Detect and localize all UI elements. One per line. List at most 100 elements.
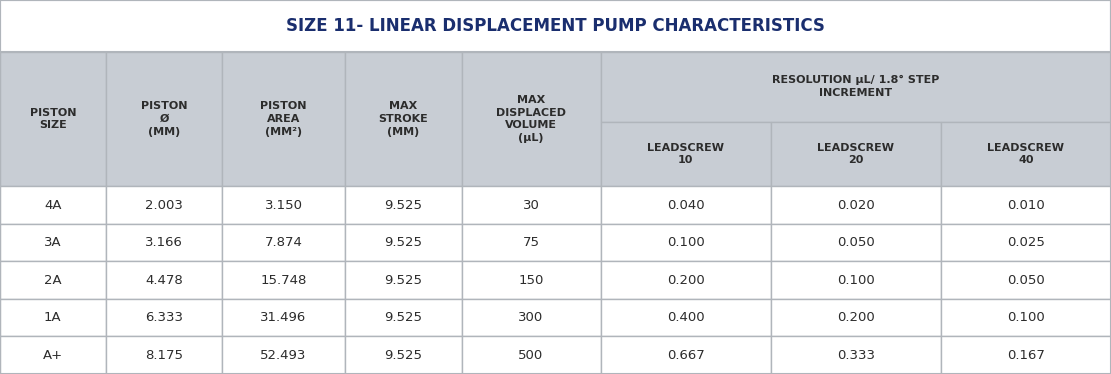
- Bar: [461, 299, 601, 337]
- Bar: [771, 186, 941, 224]
- Bar: [0, 261, 106, 299]
- Text: 0.020: 0.020: [837, 199, 874, 212]
- Text: 150: 150: [519, 274, 543, 286]
- Bar: [771, 224, 941, 261]
- Text: 1A: 1A: [44, 311, 61, 324]
- Text: 0.100: 0.100: [837, 274, 874, 286]
- Bar: [601, 337, 771, 374]
- Bar: [106, 337, 222, 374]
- Text: 0.200: 0.200: [837, 311, 874, 324]
- Text: 30: 30: [522, 199, 540, 212]
- Text: PISTON
AREA
(MM²): PISTON AREA (MM²): [260, 101, 307, 137]
- Bar: [0, 0, 1111, 52]
- Text: 9.525: 9.525: [384, 311, 422, 324]
- Text: 2A: 2A: [44, 274, 61, 286]
- Text: 9.525: 9.525: [384, 274, 422, 286]
- Bar: [941, 122, 1111, 186]
- Text: 0.167: 0.167: [1007, 349, 1044, 362]
- Bar: [106, 52, 222, 186]
- Bar: [941, 224, 1111, 261]
- Text: 4.478: 4.478: [146, 274, 183, 286]
- Bar: [601, 122, 771, 186]
- Bar: [771, 337, 941, 374]
- Bar: [461, 52, 601, 186]
- Bar: [941, 299, 1111, 337]
- Bar: [344, 261, 461, 299]
- Bar: [461, 261, 601, 299]
- Text: 0.025: 0.025: [1007, 236, 1044, 249]
- Bar: [601, 52, 1111, 122]
- Text: LEADSCREW
10: LEADSCREW 10: [647, 142, 724, 165]
- Text: 31.496: 31.496: [260, 311, 307, 324]
- Text: 2.003: 2.003: [146, 199, 183, 212]
- Bar: [0, 299, 106, 337]
- Text: 9.525: 9.525: [384, 236, 422, 249]
- Text: A+: A+: [42, 349, 63, 362]
- Bar: [106, 299, 222, 337]
- Text: LEADSCREW
40: LEADSCREW 40: [988, 142, 1064, 165]
- Text: LEADSCREW
20: LEADSCREW 20: [818, 142, 894, 165]
- Text: MAX
STROKE
(MM): MAX STROKE (MM): [378, 101, 428, 137]
- Text: PISTON
Ø
(MM): PISTON Ø (MM): [141, 101, 188, 137]
- Text: 0.040: 0.040: [667, 199, 704, 212]
- Bar: [222, 337, 344, 374]
- Text: 8.175: 8.175: [146, 349, 183, 362]
- Text: 6.333: 6.333: [146, 311, 183, 324]
- Bar: [461, 337, 601, 374]
- Bar: [222, 299, 344, 337]
- Bar: [771, 122, 941, 186]
- Bar: [601, 299, 771, 337]
- Bar: [344, 224, 461, 261]
- Text: 52.493: 52.493: [260, 349, 307, 362]
- Bar: [222, 261, 344, 299]
- Bar: [0, 337, 106, 374]
- Text: 3.150: 3.150: [264, 199, 302, 212]
- Text: MAX
DISPLACED
VOLUME
(μL): MAX DISPLACED VOLUME (μL): [496, 95, 565, 143]
- Text: 500: 500: [519, 349, 543, 362]
- Bar: [941, 186, 1111, 224]
- Bar: [0, 224, 106, 261]
- Bar: [601, 224, 771, 261]
- Bar: [344, 299, 461, 337]
- Text: 0.333: 0.333: [837, 349, 874, 362]
- Text: 300: 300: [519, 311, 543, 324]
- Bar: [461, 186, 601, 224]
- Bar: [0, 186, 106, 224]
- Bar: [106, 261, 222, 299]
- Text: PISTON
SIZE: PISTON SIZE: [30, 108, 76, 130]
- Bar: [771, 299, 941, 337]
- Text: 0.200: 0.200: [667, 274, 704, 286]
- Bar: [222, 52, 344, 186]
- Text: 3A: 3A: [44, 236, 61, 249]
- Text: 9.525: 9.525: [384, 349, 422, 362]
- Bar: [0, 52, 106, 186]
- Text: 0.010: 0.010: [1007, 199, 1044, 212]
- Bar: [106, 224, 222, 261]
- Text: RESOLUTION μL/ 1.8° STEP
INCREMENT: RESOLUTION μL/ 1.8° STEP INCREMENT: [772, 75, 940, 98]
- Text: 0.100: 0.100: [1007, 311, 1044, 324]
- Bar: [941, 261, 1111, 299]
- Text: 0.100: 0.100: [667, 236, 704, 249]
- Bar: [344, 52, 461, 186]
- Bar: [222, 224, 344, 261]
- Text: 7.874: 7.874: [264, 236, 302, 249]
- Bar: [344, 186, 461, 224]
- Text: 75: 75: [522, 236, 540, 249]
- Bar: [344, 337, 461, 374]
- Text: SIZE 11- LINEAR DISPLACEMENT PUMP CHARACTERISTICS: SIZE 11- LINEAR DISPLACEMENT PUMP CHARAC…: [286, 17, 825, 35]
- Bar: [601, 261, 771, 299]
- Text: 15.748: 15.748: [260, 274, 307, 286]
- Text: 0.050: 0.050: [1007, 274, 1044, 286]
- Text: 9.525: 9.525: [384, 199, 422, 212]
- Text: 0.667: 0.667: [667, 349, 704, 362]
- Text: 0.400: 0.400: [667, 311, 704, 324]
- Text: 3.166: 3.166: [146, 236, 183, 249]
- Text: 0.050: 0.050: [837, 236, 874, 249]
- Bar: [941, 337, 1111, 374]
- Bar: [461, 224, 601, 261]
- Bar: [771, 261, 941, 299]
- Bar: [222, 186, 344, 224]
- Bar: [106, 186, 222, 224]
- Text: 4A: 4A: [44, 199, 61, 212]
- Bar: [601, 186, 771, 224]
